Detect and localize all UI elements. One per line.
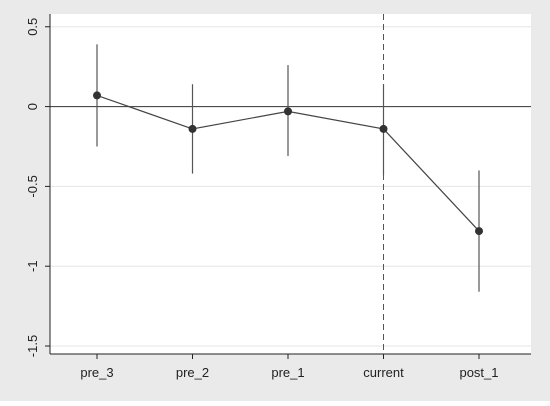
data-point xyxy=(379,124,388,133)
y-tick-label: -1 xyxy=(25,260,40,272)
plot-background xyxy=(50,14,531,354)
series xyxy=(93,44,483,292)
grid-lines xyxy=(50,26,531,347)
x-tick-label: pre_3 xyxy=(80,365,113,380)
y-tick-label: -0.5 xyxy=(25,175,40,197)
x-tick-label: pre_2 xyxy=(176,365,209,380)
x-tick-label: current xyxy=(363,365,404,380)
data-point xyxy=(284,107,292,116)
y-tick-label: 0 xyxy=(25,103,40,110)
data-point xyxy=(188,124,197,133)
y-tick-label: 0.5 xyxy=(25,18,40,36)
axes xyxy=(45,14,531,359)
data-point xyxy=(475,227,483,236)
data-point xyxy=(93,91,101,100)
x-tick-labels: pre_3 pre_2 pre_1 current post_1 xyxy=(80,365,498,380)
y-tick-labels: 0.5 0 -0.5 -1 -1.5 xyxy=(25,18,40,357)
x-tick-label: pre_1 xyxy=(271,365,304,380)
y-tick-label: -1.5 xyxy=(25,335,40,357)
x-tick-label: post_1 xyxy=(459,365,498,380)
